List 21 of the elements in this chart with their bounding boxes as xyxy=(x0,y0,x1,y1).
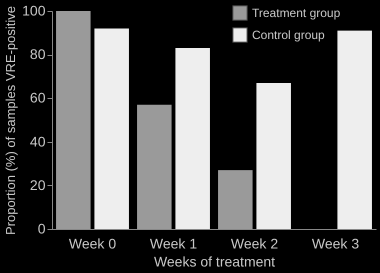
bar xyxy=(175,48,210,229)
x-tick-label: Week 1 xyxy=(150,236,198,252)
y-tick-label: 20 xyxy=(30,176,46,193)
y-tick-label: 80 xyxy=(30,46,46,62)
bar xyxy=(94,28,129,229)
x-tick-label: Week 2 xyxy=(230,236,278,252)
x-tick-label: Week 0 xyxy=(68,236,116,252)
y-tick-label: 0 xyxy=(38,220,46,236)
legend-label: Control group xyxy=(252,28,326,42)
y-tick-label: 40 xyxy=(30,133,46,150)
bar xyxy=(256,82,291,229)
x-axis-title: Weeks of treatment xyxy=(154,254,276,270)
bar xyxy=(218,170,253,229)
bar xyxy=(137,104,172,229)
y-tick-label: 100 xyxy=(22,2,46,18)
y-axis-title: Proportion (%) of samples VRE-positive xyxy=(3,6,18,236)
bar xyxy=(337,30,372,229)
x-tick-label: Week 3 xyxy=(312,236,360,252)
legend-label: Treatment group xyxy=(252,6,341,20)
y-tick-label: 60 xyxy=(30,90,46,106)
bar xyxy=(56,11,91,229)
